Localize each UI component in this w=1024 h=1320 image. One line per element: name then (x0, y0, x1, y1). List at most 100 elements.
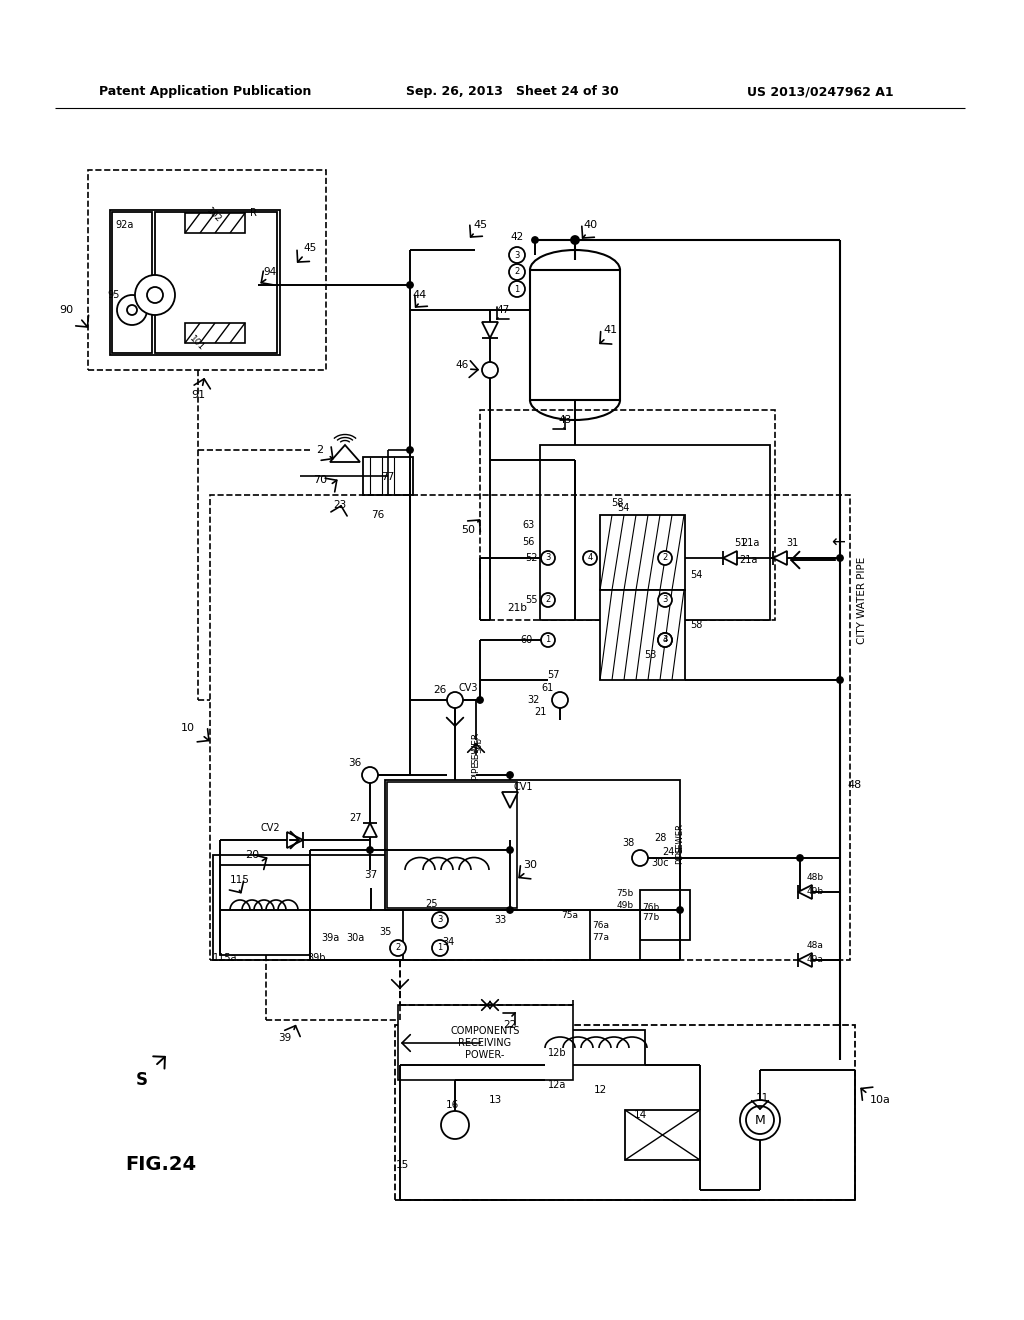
Circle shape (541, 634, 555, 647)
Bar (185, 213, 245, 234)
Text: COMPONENTS: COMPONENTS (451, 1026, 520, 1036)
Circle shape (507, 907, 513, 913)
Circle shape (541, 550, 555, 565)
Text: Sep. 26, 2013   Sheet 24 of 30: Sep. 26, 2013 Sheet 24 of 30 (406, 86, 618, 99)
Circle shape (509, 247, 525, 263)
Text: 39b: 39b (308, 953, 327, 964)
Text: 63: 63 (522, 520, 535, 531)
Text: 77a: 77a (592, 933, 609, 942)
Text: 45: 45 (473, 220, 487, 230)
Text: 101: 101 (188, 334, 207, 352)
Circle shape (837, 554, 843, 561)
Bar (640, 890, 690, 940)
Polygon shape (773, 550, 787, 565)
Circle shape (583, 550, 597, 565)
Text: FIG.24: FIG.24 (125, 1155, 197, 1175)
Text: 36: 36 (348, 758, 361, 768)
Circle shape (390, 940, 406, 956)
Text: 45: 45 (303, 243, 316, 253)
Text: 21a: 21a (740, 539, 759, 548)
Text: CV2: CV2 (260, 822, 280, 833)
Text: CITY WATER PIPE: CITY WATER PIPE (857, 556, 867, 644)
Circle shape (482, 362, 498, 378)
Text: 48b: 48b (807, 874, 823, 883)
Bar (600, 590, 685, 680)
Circle shape (532, 238, 538, 243)
Text: 22: 22 (504, 1020, 517, 1030)
Text: 11: 11 (756, 1093, 769, 1104)
Circle shape (432, 940, 449, 956)
Bar (110, 210, 280, 355)
Text: 37: 37 (365, 870, 378, 880)
Text: PIPE: PIPE (471, 760, 480, 780)
Circle shape (477, 697, 483, 704)
Text: 54: 54 (690, 570, 702, 579)
Text: 30c: 30c (651, 858, 669, 869)
Text: 40: 40 (583, 220, 597, 230)
Circle shape (571, 236, 579, 244)
Text: CV1: CV1 (513, 781, 532, 792)
Text: 43: 43 (558, 414, 571, 425)
Text: Patent Application Publication: Patent Application Publication (98, 86, 311, 99)
Polygon shape (362, 822, 377, 837)
Text: 14: 14 (634, 1110, 646, 1119)
Text: 16: 16 (445, 1100, 459, 1110)
Text: PIPE: PIPE (676, 846, 684, 865)
Text: 48: 48 (848, 780, 862, 789)
Text: 102: 102 (205, 206, 223, 224)
Text: 49b: 49b (616, 900, 634, 909)
Circle shape (541, 593, 555, 607)
Bar (385, 780, 680, 909)
Text: 57: 57 (547, 671, 559, 680)
Circle shape (447, 692, 463, 708)
Text: 49b: 49b (807, 887, 823, 896)
Circle shape (362, 767, 378, 783)
Polygon shape (287, 832, 303, 847)
Circle shape (509, 281, 525, 297)
Circle shape (407, 447, 413, 453)
Text: 115: 115 (230, 875, 250, 884)
Text: 50: 50 (461, 525, 475, 535)
Text: US 2013/0247962 A1: US 2013/0247962 A1 (746, 86, 893, 99)
Text: 44: 44 (413, 290, 427, 300)
Bar (590, 909, 640, 960)
Circle shape (441, 1111, 469, 1139)
Text: 32: 32 (526, 696, 540, 705)
Text: 21b: 21b (507, 603, 527, 612)
Bar (545, 1030, 645, 1065)
Text: 35: 35 (379, 927, 391, 937)
Circle shape (507, 772, 513, 777)
Circle shape (658, 634, 672, 647)
Text: 2: 2 (316, 445, 324, 455)
Bar (88, 170, 326, 370)
Text: 76b: 76b (642, 903, 659, 912)
Bar (625, 1110, 700, 1160)
Polygon shape (482, 322, 498, 338)
Bar (220, 865, 310, 954)
Text: 76a: 76a (592, 920, 609, 929)
Text: 21a: 21a (738, 554, 757, 565)
Bar (362, 457, 413, 495)
Bar (398, 1005, 573, 1080)
Bar (540, 445, 770, 620)
Text: 2: 2 (395, 944, 400, 953)
Text: 3: 3 (437, 916, 442, 924)
Text: POWER-: POWER- (465, 1049, 505, 1060)
Text: 77b: 77b (642, 913, 659, 923)
Text: 94: 94 (263, 267, 276, 277)
Text: ←: ← (831, 535, 845, 552)
Text: 28: 28 (653, 833, 667, 843)
Text: 76: 76 (372, 510, 385, 520)
Text: 39: 39 (279, 1034, 292, 1043)
Text: 77: 77 (381, 473, 394, 482)
Text: 30: 30 (523, 861, 537, 870)
Polygon shape (502, 792, 518, 808)
Circle shape (135, 275, 175, 315)
Text: M: M (755, 1114, 765, 1126)
Text: 31: 31 (785, 539, 798, 548)
Text: 25: 25 (426, 899, 438, 909)
Text: 70: 70 (313, 475, 327, 484)
Text: 33: 33 (494, 915, 506, 925)
Text: 54: 54 (616, 503, 629, 513)
Text: 46: 46 (456, 360, 469, 370)
